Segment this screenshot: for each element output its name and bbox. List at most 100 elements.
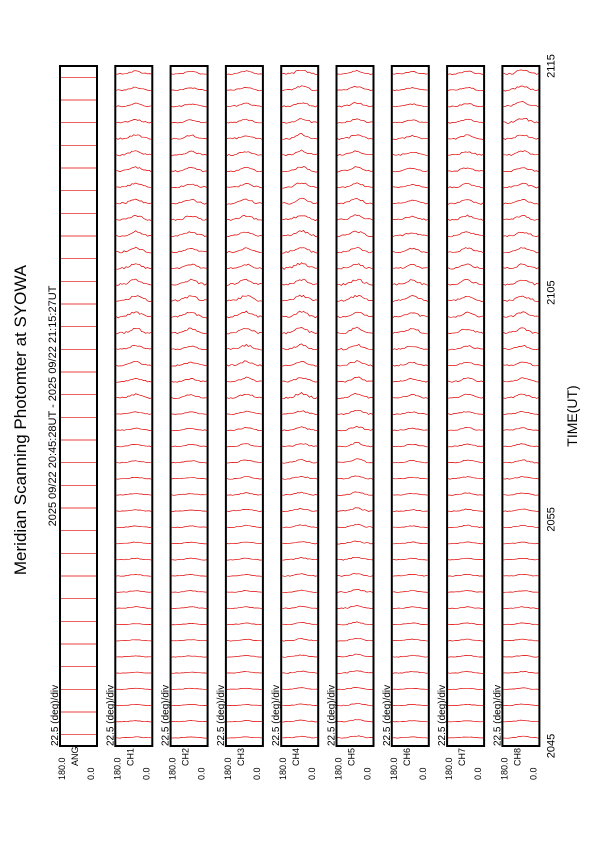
trace-line [171,476,207,480]
y-top-label: 180.0 [444,757,454,780]
trace-line [447,638,484,642]
trace-line [337,735,373,739]
trace-line [116,606,152,609]
trace-line [282,638,318,642]
trace-line [447,411,484,415]
trace-line [282,278,318,286]
trace-line [337,326,373,335]
trace-line [503,459,539,464]
trace-line [171,295,207,302]
trace-line [282,230,318,238]
trace-line [282,118,318,124]
trace-line [392,411,428,415]
trace-line [282,541,318,545]
trace-line [282,197,318,205]
trace-line [282,377,318,383]
trace-line [171,345,207,350]
trace-line [392,671,428,674]
trace-line [337,392,373,400]
y-top-label: 180.0 [278,757,288,780]
trace-line [503,327,539,334]
trace-line [337,182,373,189]
trace-line [171,460,207,464]
trace-line [171,87,207,92]
trace-line [337,702,373,707]
trace-line [282,670,318,674]
trace-line [503,167,539,173]
trace-line [337,507,373,513]
trace-line [337,589,373,593]
trace-line [171,263,207,270]
trace-line [171,103,207,108]
trace-line [448,459,484,464]
x-tick-label: 2105 [545,280,557,304]
trace-line [503,361,539,367]
scale-label: 22.5 (deg)/div [105,685,116,746]
trace-line [282,392,318,400]
trace-line [448,393,484,399]
y-bottom-label: 0.0 [473,767,483,780]
panel-frame [446,65,486,747]
trace-line [282,102,318,108]
trace-line [392,394,428,399]
trace-line [448,524,484,529]
trace-line [447,476,484,480]
trace-line [116,590,152,593]
trace-line [337,198,373,205]
trace-line [392,444,428,448]
trace-line [337,410,373,415]
trace-line [392,687,428,690]
trace-line [226,118,262,124]
trace-line [503,311,539,318]
trace-line [503,199,539,205]
trace-line [503,590,539,593]
trace-line [337,442,373,448]
trace-line [171,248,207,254]
trace-line [226,263,263,270]
trace-line [447,278,484,286]
trace-line [171,183,207,189]
channel-label: CH2 [181,748,191,766]
trace-line [226,427,262,431]
trace-line [226,344,262,351]
trace-line [392,151,428,156]
trace-line [282,410,318,415]
trace-line [392,87,428,92]
trace-line [448,492,484,496]
trace-line [282,215,318,222]
trace-line [226,376,262,383]
trace-line [392,606,428,609]
trace-line [503,573,539,577]
trace-line [503,606,539,610]
trace-line [116,166,152,173]
trace-line [171,150,207,156]
trace-line [503,85,539,92]
trace-line [116,182,152,188]
trace-line [171,70,207,75]
trace-line [282,622,318,626]
trace-line [226,310,263,319]
trace-line [226,720,262,723]
trace-line [448,231,484,238]
scale-label: 22.5 (deg)/div [161,685,172,746]
trace-line [503,263,539,270]
trace-line [337,230,373,238]
trace-line [116,311,152,319]
channel-label: CH7 [457,748,467,766]
trace-line [337,311,373,318]
trace-line [448,361,484,367]
trace-line [448,103,484,108]
trace-line [116,134,152,140]
channel-label: CH1 [125,748,135,766]
trace-line [171,231,207,238]
trace-line [392,654,428,658]
trace-line [448,557,484,561]
trace-line [448,687,484,690]
trace-line [116,623,152,626]
trace-line [116,263,152,270]
trace-line [392,134,428,140]
trace-line [392,119,428,124]
x-axis-label: TIME(UT) [564,385,580,446]
